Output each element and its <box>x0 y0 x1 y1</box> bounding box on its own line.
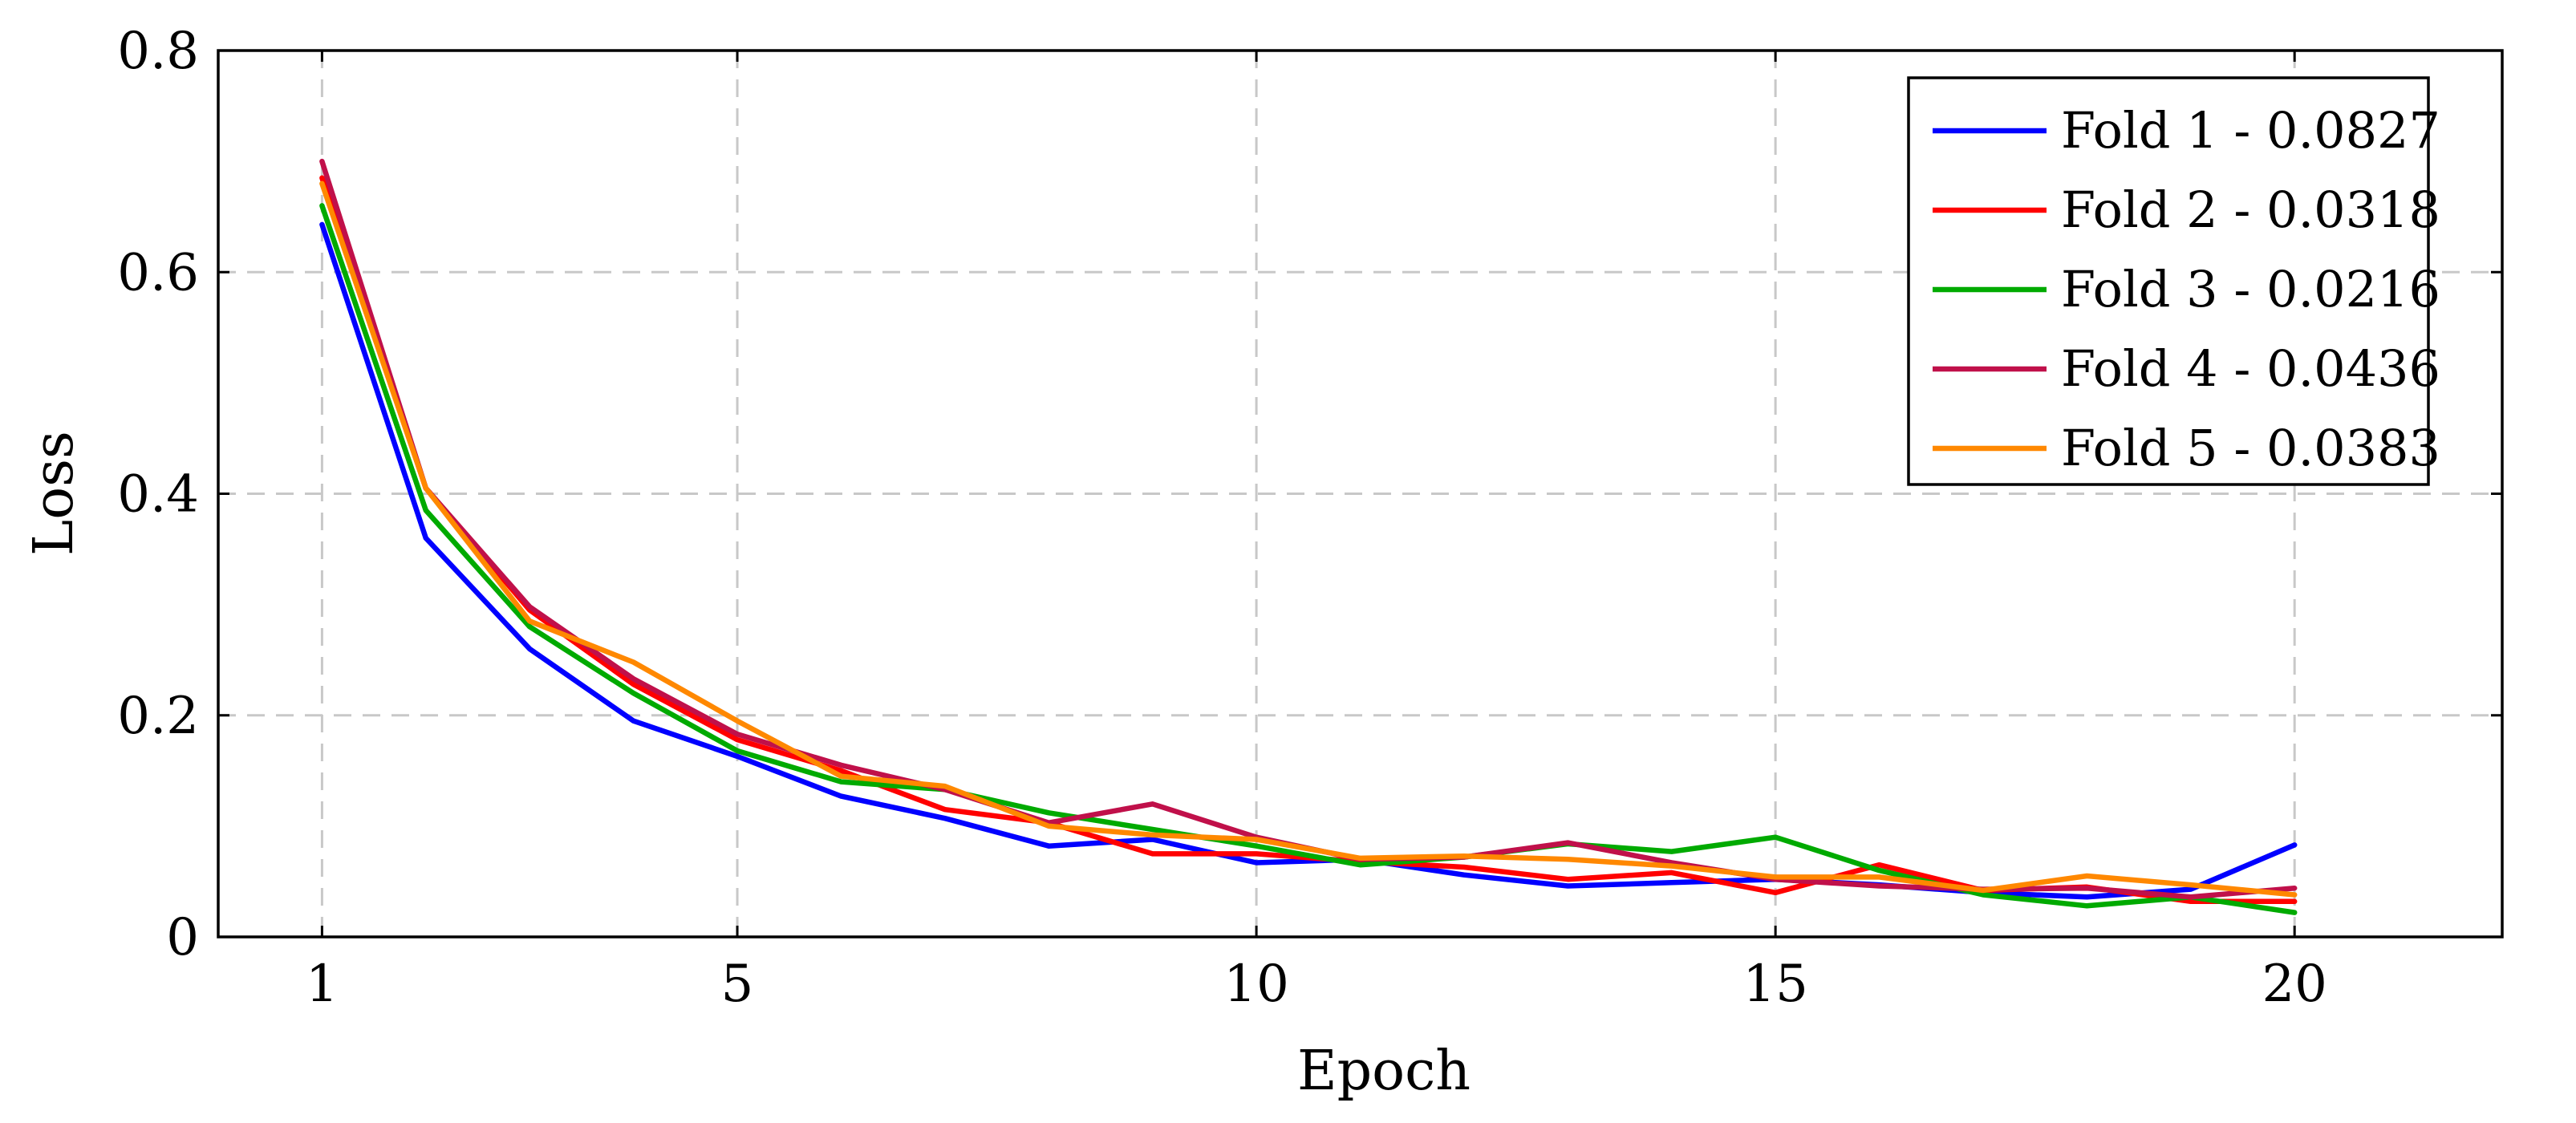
legend-label-fold-3: Fold 3 - 0.0216 <box>2061 260 2440 318</box>
legend-label-fold-2: Fold 2 - 0.0318 <box>2061 180 2440 239</box>
legend-label-fold-4: Fold 4 - 0.0436 <box>2061 339 2440 398</box>
x-tick-label: 5 <box>721 955 754 1014</box>
y-tick-label: 0.4 <box>117 465 199 525</box>
y-tick-label: 0.8 <box>117 22 199 81</box>
y-tick-label: 0.6 <box>117 243 199 302</box>
x-tick-label: 1 <box>306 955 339 1014</box>
y-tick-label: 0.2 <box>117 687 199 746</box>
y-tick-label: 0 <box>166 908 199 967</box>
y-axis-label: Loss <box>22 431 86 556</box>
x-tick-label: 15 <box>1742 955 1807 1014</box>
legend-label-fold-5: Fold 5 - 0.0383 <box>2061 419 2440 477</box>
legend-box <box>1907 76 2430 486</box>
series-line-fold-5 <box>319 180 2298 898</box>
x-tick-label: 20 <box>2262 955 2327 1014</box>
series-lines <box>319 158 2298 915</box>
legend: Fold 1 - 0.0827 Fold 2 - 0.0318 Fold 3 - 0… <box>1907 76 2440 486</box>
x-axis-label: Epoch <box>1297 1040 1471 1103</box>
legend-label-fold-1: Fold 1 - 0.0827 <box>2061 101 2440 160</box>
x-tick-label: 10 <box>1223 955 1288 1014</box>
